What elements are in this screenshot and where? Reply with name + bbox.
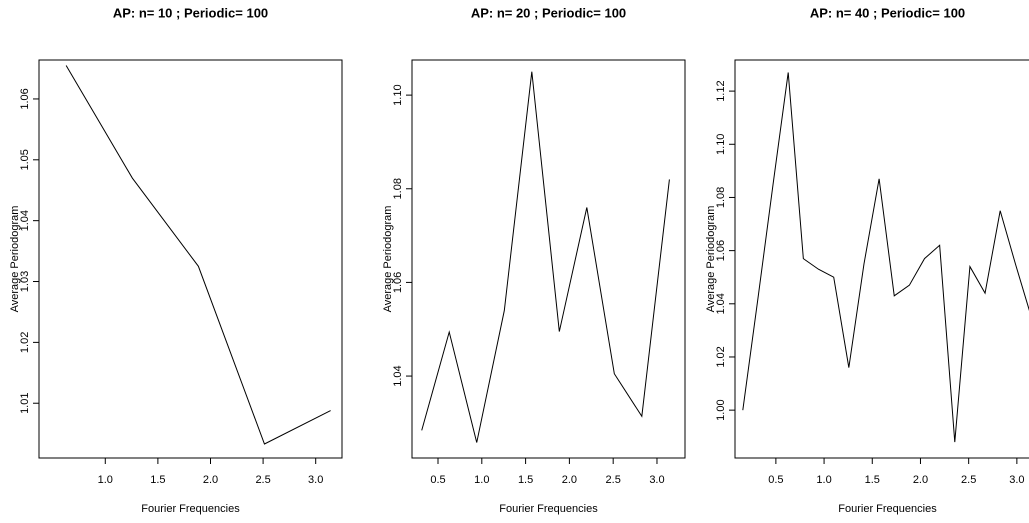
x-tick-label: 2.0 — [562, 474, 577, 486]
x-tick-label: 2.5 — [255, 474, 270, 486]
y-tick-label: 1.00 — [715, 399, 727, 420]
y-tick-label: 1.05 — [19, 149, 31, 170]
y-tick-label: 1.03 — [19, 271, 31, 292]
plot-box — [411, 59, 686, 459]
x-tick-label: 1.0 — [816, 474, 831, 486]
x-tick-label: 3.0 — [1009, 474, 1024, 486]
y-tick-label: 1.04 — [392, 365, 404, 386]
x-axis-label: Fourier Frequencies — [499, 503, 598, 515]
y-tick-label: 1.06 — [392, 272, 404, 293]
data-line — [742, 72, 1029, 443]
y-tick-label: 1.04 — [715, 293, 727, 314]
x-tick-label: 1.0 — [474, 474, 489, 486]
y-tick-label: 1.02 — [715, 346, 727, 367]
x-tick-label: 0.5 — [768, 474, 783, 486]
plot-box — [38, 59, 343, 459]
y-axis-label: Average Periodogram — [382, 206, 394, 313]
y-axis-label: Average Periodogram — [705, 206, 717, 313]
y-tick-label: 1.08 — [392, 178, 404, 199]
chart-title: AP: n= 20 ; Periodic= 100 — [471, 5, 626, 20]
y-tick-label: 1.01 — [19, 393, 31, 414]
x-tick-label: 3.0 — [649, 474, 664, 486]
y-tick-label: 1.06 — [19, 88, 31, 109]
y-axis-label: Average Periodogram — [9, 206, 21, 313]
x-tick-label: 3.0 — [308, 474, 323, 486]
x-tick-label: 0.5 — [430, 474, 445, 486]
y-tick-label: 1.12 — [715, 80, 727, 101]
x-tick-label: 2.0 — [203, 474, 218, 486]
x-axis-label: Fourier Frequencies — [838, 503, 937, 515]
y-tick-label: 1.02 — [19, 332, 31, 353]
chart-title: AP: n= 10 ; Periodic= 100 — [113, 5, 268, 20]
x-tick-label: 1.5 — [150, 474, 165, 486]
y-tick-label: 1.06 — [715, 240, 727, 261]
y-tick-label: 1.10 — [392, 84, 404, 105]
chart-title: AP: n= 40 ; Periodic= 100 — [810, 5, 965, 20]
y-tick-label: 1.08 — [715, 187, 727, 208]
y-tick-label: 1.10 — [715, 134, 727, 155]
x-tick-label: 2.5 — [961, 474, 976, 486]
data-line — [65, 65, 331, 445]
x-tick-label: 1.5 — [518, 474, 533, 486]
x-tick-label: 2.5 — [606, 474, 621, 486]
x-axis-label: Fourier Frequencies — [141, 503, 240, 515]
plot-box — [734, 59, 1029, 459]
data-line — [421, 71, 670, 443]
x-tick-label: 2.0 — [913, 474, 928, 486]
x-tick-label: 1.5 — [865, 474, 880, 486]
y-tick-label: 1.04 — [19, 210, 31, 231]
x-tick-label: 1.0 — [98, 474, 113, 486]
